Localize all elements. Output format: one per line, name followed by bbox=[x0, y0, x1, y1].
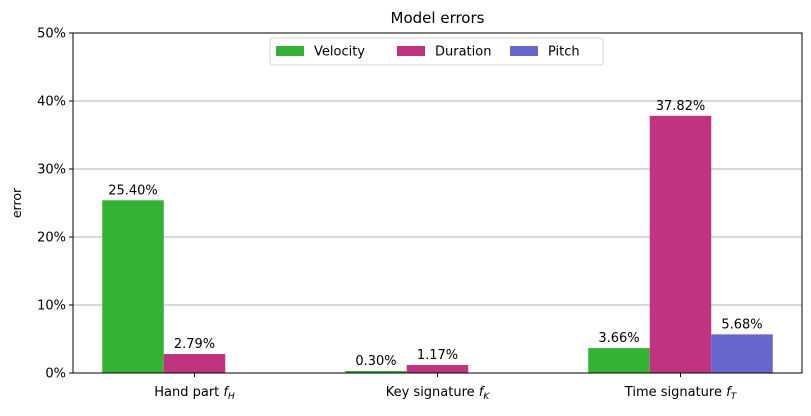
bar-value-label: 5.68% bbox=[721, 317, 762, 332]
legend-box bbox=[269, 37, 604, 66]
x-tick-label: Time signature fT bbox=[624, 385, 738, 402]
bar-duration bbox=[406, 365, 469, 373]
chart-title: Model errors bbox=[391, 9, 485, 27]
legend-label-velocity: Velocity bbox=[314, 45, 365, 60]
bar-duration bbox=[649, 115, 712, 373]
bars bbox=[102, 115, 773, 373]
bar-value-label: 0.30% bbox=[355, 354, 396, 369]
bar-value-label: 1.17% bbox=[417, 348, 458, 363]
x-tick-label: Key signature fK bbox=[386, 385, 491, 402]
y-tick-label: 0% bbox=[45, 367, 66, 382]
legend-label-duration: Duration bbox=[435, 45, 491, 60]
x-axis: Hand part fH Key signature fK Time signatu… bbox=[154, 373, 738, 402]
bar-value-label: 2.79% bbox=[174, 337, 215, 352]
legend-swatch-duration bbox=[397, 46, 425, 56]
bar-velocity bbox=[588, 348, 650, 373]
bar-value-label: 3.66% bbox=[598, 331, 639, 346]
y-tick-label: 20% bbox=[37, 231, 66, 246]
y-tick-label: 10% bbox=[37, 299, 66, 314]
bar-duration bbox=[163, 354, 226, 373]
y-axis-label: error bbox=[9, 187, 24, 218]
legend-swatch-velocity bbox=[276, 46, 304, 56]
x-tick-label: Hand part fH bbox=[154, 385, 235, 402]
bar-value-label: 25.40% bbox=[108, 183, 158, 198]
bar-value-labels: 25.40% 0.30% 3.66% 2.79% 1.17% 37.82% 5.68% bbox=[108, 99, 762, 369]
bar-velocity bbox=[102, 200, 164, 373]
bar-value-label: 37.82% bbox=[656, 99, 706, 114]
y-axis: 0% 10% 20% 30% 40% 50% bbox=[37, 27, 73, 382]
legend-label-pitch: Pitch bbox=[548, 45, 580, 60]
legend-swatch-pitch bbox=[510, 46, 538, 56]
y-tick-label: 30% bbox=[37, 163, 66, 178]
bar-pitch bbox=[711, 334, 773, 373]
bar-velocity bbox=[345, 370, 407, 373]
y-tick-label: 50% bbox=[37, 27, 66, 42]
legend: Velocity Duration Pitch bbox=[269, 37, 604, 66]
y-tick-label: 40% bbox=[37, 95, 66, 110]
